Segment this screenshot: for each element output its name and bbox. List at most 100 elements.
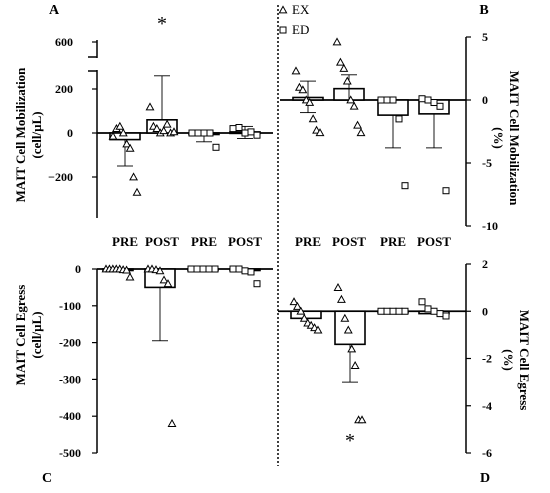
- panel-a-point-ex: [118, 128, 128, 137]
- panel-c-y-tick-label: -300: [59, 372, 81, 386]
- panel-d-y-tick-label: -4: [482, 399, 492, 413]
- panel-b-point-ex: [356, 128, 366, 137]
- panel-a-point-ed: [200, 129, 208, 137]
- legend-square-marker: [279, 26, 287, 34]
- panel-c-point-ex: [163, 279, 173, 288]
- panel-c-label: C: [42, 471, 52, 486]
- panel-c-point-ex: [125, 272, 135, 281]
- panel-b-y-tick-label: -10: [482, 219, 498, 233]
- panel-a-point-ed: [229, 125, 237, 133]
- panel-d-point-ex: [343, 325, 353, 334]
- panel-b-point-ex: [339, 63, 349, 72]
- panel-c-point-ed: [241, 267, 249, 275]
- panel-d-significance-marker: *: [345, 430, 355, 452]
- panel-a-point-ex: [115, 121, 125, 130]
- panel-c-point-ed: [187, 265, 195, 273]
- panel-d-y-title: MAIT Cell Egress(%): [501, 310, 532, 411]
- panel-c-point-ed: [235, 265, 243, 273]
- panel-a-point-ed: [253, 131, 261, 139]
- panel-a-axis-gap: [94, 58, 100, 70]
- panel-b-point-ed: [389, 96, 397, 104]
- panel-b-point-ed: [424, 96, 432, 104]
- panel-d-point-ex: [350, 360, 360, 369]
- panel-d-y-title-line: (%): [501, 349, 516, 371]
- panel-b-point-ex: [315, 128, 325, 137]
- panel-c-point-ed: [199, 265, 207, 273]
- panel-d-point-ed: [395, 307, 403, 315]
- panel-a-point-ex: [162, 119, 172, 128]
- panel-a-point-ex: [169, 127, 179, 136]
- panel-a-point-ex: [108, 131, 118, 140]
- panel-a-point-ex: [145, 102, 155, 111]
- panel-d-point-ed: [436, 310, 444, 318]
- category-label-left-pre: PRE: [191, 234, 217, 249]
- panel-a-y-tick-label: 600: [55, 35, 73, 49]
- category-label-left-pre: PRE: [112, 234, 138, 249]
- panel-d-bar-ex: [334, 310, 366, 346]
- panel-d-y-tick-label: 0: [482, 304, 488, 318]
- panel-d-point-ed: [430, 307, 438, 315]
- panel-a-point-ex: [152, 123, 162, 132]
- panel-b-point-ed: [430, 99, 438, 107]
- panel-c-point-ed: [253, 280, 261, 288]
- panel-a-point-ex: [122, 139, 132, 148]
- panel-a-point-ex: [159, 126, 169, 135]
- panel-a-point-ed: [212, 143, 220, 151]
- panel-c-point-ed: [247, 268, 255, 276]
- panel-b-point-ex: [291, 66, 301, 75]
- panel-b-point-ex: [298, 85, 308, 94]
- panel-a-point-ed: [194, 129, 202, 137]
- panel-d-label: D: [480, 471, 490, 486]
- panel-a-point-ed: [206, 129, 214, 137]
- panel-b-y-tick-label: -5: [482, 156, 492, 170]
- legend-label-ex: EX: [292, 2, 310, 17]
- panel-c-point-ex: [159, 275, 169, 284]
- category-label-left-post: POST: [145, 234, 179, 249]
- panel-b-y-tick-label: 5: [482, 30, 488, 44]
- category-label-right-pre: PRE: [295, 234, 321, 249]
- panel-d-point-ed: [418, 298, 426, 306]
- panel-d-point-ed: [389, 307, 397, 315]
- panel-c-point-ed: [193, 265, 201, 273]
- panel-c-y-tick-label: -500: [59, 446, 81, 460]
- panel-d-point-ed: [442, 312, 450, 320]
- panel-c-y-title: MAIT Cell Egress(cell/µL): [13, 285, 44, 386]
- panel-b-point-ed: [401, 182, 409, 190]
- panel-a-significance-marker: *: [157, 13, 167, 35]
- panel-d-point-ed: [401, 307, 409, 315]
- panel-b-y-title-text: MAIT Cell Mobilization(%): [491, 71, 522, 207]
- panel-b-y-title-line: MAIT Cell Mobilization: [507, 71, 522, 207]
- panel-d-point-ex: [340, 313, 350, 322]
- category-label-right-post: POST: [332, 234, 366, 249]
- panel-a-y-tick-label: 0: [67, 126, 73, 140]
- panel-d-point-ed: [383, 307, 391, 315]
- panel-a-label: A: [49, 3, 60, 18]
- panel-a-point-ed: [241, 129, 249, 137]
- panel-b-point-ed: [442, 187, 450, 195]
- panel-b-y-tick-label: 0: [482, 93, 488, 107]
- panel-c-y-tick-label: -400: [59, 409, 81, 423]
- panel-d-y-tick-label: -6: [482, 446, 492, 460]
- panel-b-point-ed: [383, 96, 391, 104]
- legend-label-ed: ED: [292, 22, 309, 37]
- panel-d-point-ex: [289, 297, 299, 306]
- panel-a-y-title: MAIT Cell Mobilization(cell/µL): [13, 67, 44, 203]
- panel-a-point-ed: [188, 129, 196, 137]
- panel-b-point-ed: [436, 102, 444, 110]
- panel-a-point-ed: [235, 124, 243, 131]
- panel-c-point-ex: [155, 266, 165, 275]
- category-label-right-pre: PRE: [380, 234, 406, 249]
- panel-c-point-ex: [122, 265, 132, 274]
- legend-triangle-marker: [278, 5, 288, 14]
- panel-b-label: B: [479, 3, 488, 18]
- panel-a-point-ed: [247, 128, 255, 136]
- panel-b-point-ex: [332, 37, 342, 46]
- panel-d-point-ex: [347, 344, 357, 353]
- panel-a-y-tick-label: −200: [48, 170, 73, 184]
- panel-d-point-ex: [296, 306, 306, 315]
- panel-b-point-ex: [346, 95, 356, 104]
- panel-b-point-ex: [308, 114, 318, 123]
- panel-c-point-ed: [205, 265, 213, 273]
- panel-c-point-ed: [229, 265, 237, 273]
- panel-b-point-ed: [418, 95, 426, 103]
